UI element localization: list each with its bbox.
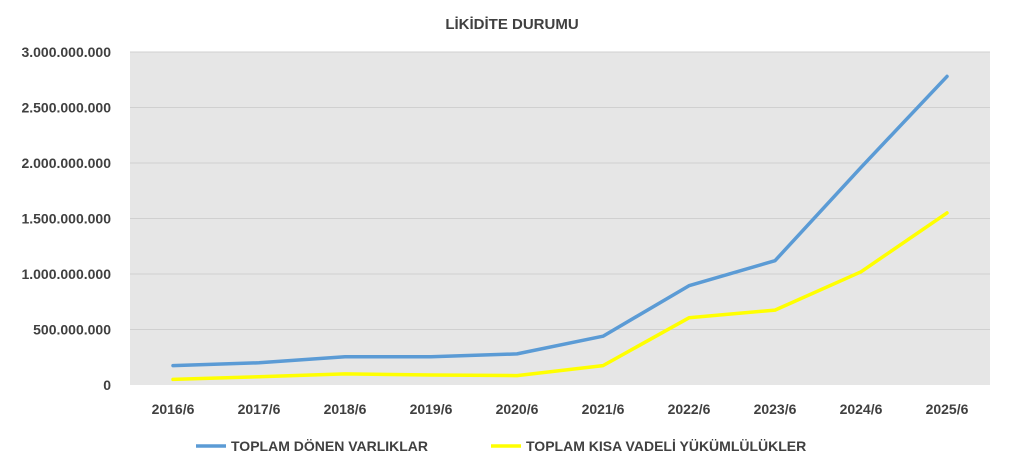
legend-label: TOPLAM DÖNEN VARLIKLAR [231,438,428,454]
y-tick-label: 1.000.000.000 [21,266,111,282]
legend: TOPLAM DÖNEN VARLIKLAR TOPLAM KISA VADELİ… [196,438,806,454]
y-tick-label: 3.000.000.000 [21,44,111,60]
gridlines [130,51,990,330]
x-tick-label: 2023/6 [754,401,797,417]
x-tick-label: 2025/6 [926,401,969,417]
y-tick-label: 500.000.000 [33,322,111,338]
y-tick-label: 2.000.000.000 [21,155,111,171]
y-tick-label: 0 [103,377,111,393]
y-tick-label: 2.500.000.000 [21,100,111,116]
x-tick-label: 2020/6 [496,401,539,417]
x-axis-ticks: 2016/6 2017/6 2018/6 2019/6 2020/6 2021/6 2022… [152,401,969,417]
x-tick-label: 2016/6 [152,401,195,417]
series-lines [171,74,949,382]
series-line-2 [171,211,949,382]
series-line-1 [171,74,949,368]
x-tick-label: 2021/6 [582,401,625,417]
x-tick-label: 2018/6 [324,401,367,417]
chart-title: LİKİDİTE DURUMU [445,16,578,33]
x-tick-label: 2017/6 [238,401,281,417]
y-tick-label: 1.500.000.000 [21,211,111,227]
x-tick-label: 2024/6 [840,401,883,417]
legend-label: TOPLAM KISA VADELİ YÜKÜMLÜLÜKLER [526,438,806,454]
x-tick-label: 2019/6 [410,401,453,417]
x-tick-label: 2022/6 [668,401,711,417]
y-axis-ticks: 0 500.000.000 1.000.000.000 1.500.000.000 2.… [21,44,111,393]
